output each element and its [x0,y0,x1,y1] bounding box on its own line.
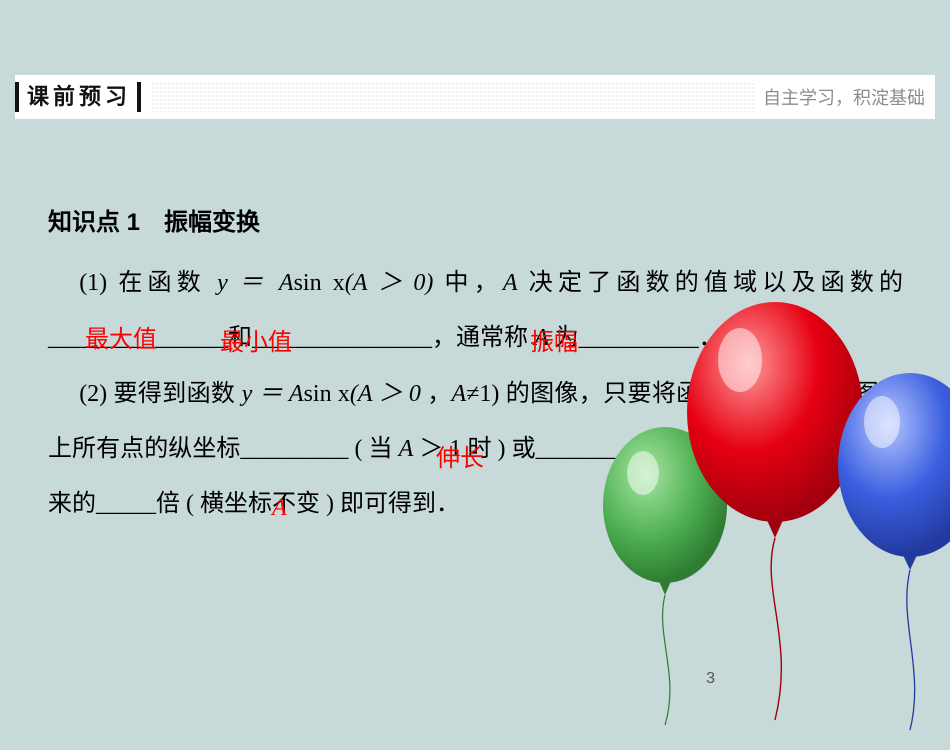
balloon-blue-icon [830,370,950,750]
A4: A [399,436,414,462]
header-banner: 课前预习 自主学习，积淀基础 [15,75,935,119]
eq1: y ＝ A [217,270,293,296]
p1-a: (1) 在函数 [79,270,217,296]
eq2c: (A ＞ 0 [350,381,421,407]
answer-max: 最大值 [85,319,157,354]
eq1b: sin x [294,270,345,296]
A1: A [503,270,518,296]
eq1c: (A ＞ 0) [345,270,434,296]
p2-b: ， [421,381,452,407]
section-title: 知识点 1 振幅变换 [48,195,903,250]
answer-min: 最小值 [220,322,292,357]
p2-a: (2) 要得到函数 [79,381,241,407]
answer-amp: 振幅 [530,322,578,357]
answer-stretch: 伸长 [436,438,484,473]
p1-b: 中， [433,270,503,296]
banner-title: 课前预习 [15,82,141,112]
eq2: y ＝ A [242,381,304,407]
banner-subtitle: 自主学习，积淀基础 [763,84,935,110]
eq2b: sin x [304,381,350,407]
banner-dots [151,82,755,112]
answer-A: A [272,495,287,522]
A3: A [452,381,467,407]
